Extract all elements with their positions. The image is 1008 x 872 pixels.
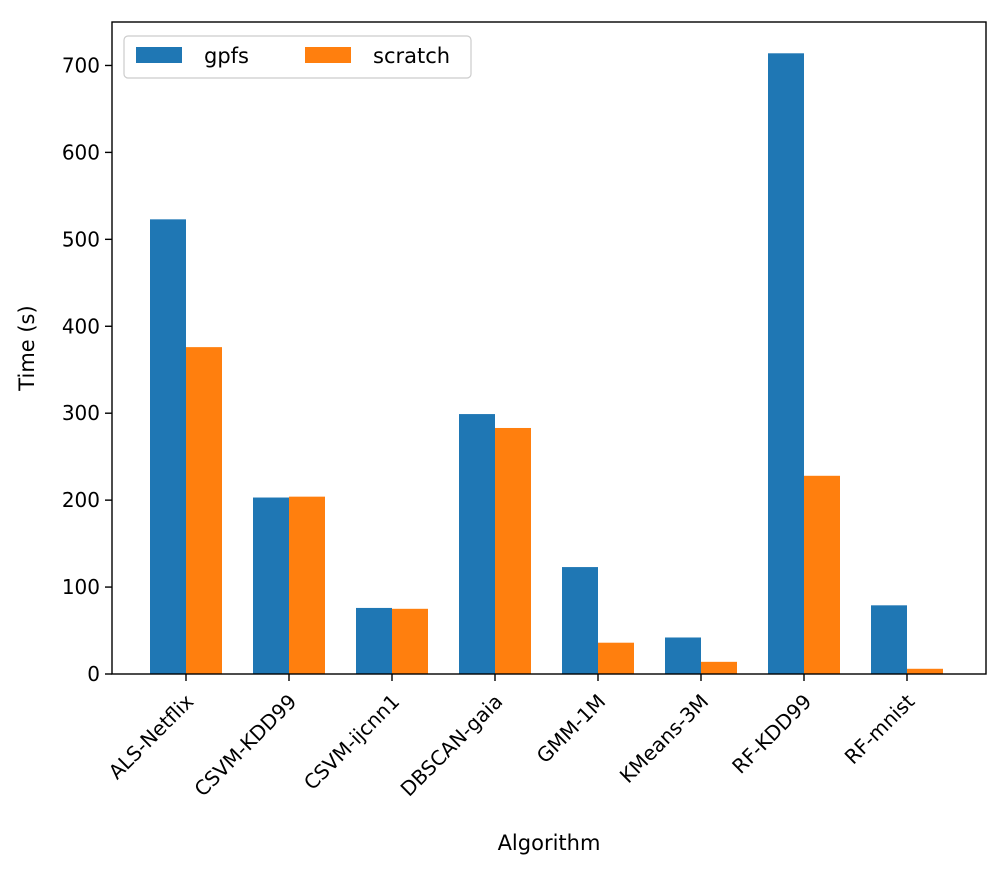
x-tick-label: ALS-Netflix	[104, 689, 199, 784]
bar-gpfs-RF-mnist	[871, 605, 907, 674]
bar-scratch-CSVM-KDD99	[289, 496, 325, 674]
bar-gpfs-CSVM-KDD99	[253, 497, 289, 674]
y-tick-label: 600	[62, 140, 100, 164]
bar-scratch-CSVM-ijcnn1	[392, 608, 428, 674]
bar-gpfs-KMeans-3M	[665, 637, 701, 674]
y-tick-label: 700	[62, 53, 100, 77]
bar-gpfs-ALS-Netflix	[150, 219, 186, 674]
bar-scratch-GMM-1M	[598, 642, 634, 674]
bar-scratch-RF-KDD99	[804, 475, 840, 674]
y-tick-label: 100	[62, 575, 100, 599]
x-tick-label: GMM-1M	[532, 689, 611, 768]
bars-group	[150, 53, 943, 674]
x-tick-label: RF-KDD99	[727, 689, 816, 778]
y-axis: 0 100 200 300 400 500 600 700	[62, 53, 112, 686]
legend: gpfs scratch	[123, 35, 472, 79]
y-axis-label: Time (s)	[15, 305, 39, 391]
legend-box	[123, 35, 472, 79]
bar-gpfs-CSVM-ijcnn1	[356, 607, 392, 674]
y-tick-label: 0	[87, 662, 100, 686]
legend-swatch-gpfs	[136, 47, 182, 63]
y-tick-label: 400	[62, 314, 100, 338]
bar-scratch-DBSCAN-gaia	[495, 427, 531, 674]
bar-gpfs-GMM-1M	[562, 567, 598, 674]
legend-label-gpfs: gpfs	[204, 44, 249, 68]
legend-swatch-scratch	[305, 47, 351, 63]
y-tick-label: 200	[62, 488, 100, 512]
y-tick-label: 300	[62, 401, 100, 425]
bar-scratch-ALS-Netflix	[186, 347, 222, 674]
x-tick-label: RF-mnist	[840, 689, 920, 769]
bar-scratch-KMeans-3M	[701, 661, 737, 674]
x-tick-label: CSVM-ijcnn1	[299, 689, 404, 794]
x-tick-label: DBSCAN-gaia	[396, 689, 508, 801]
y-tick-label: 500	[62, 227, 100, 251]
bar-gpfs-DBSCAN-gaia	[459, 414, 495, 674]
plot-frame	[111, 21, 987, 675]
legend-label-scratch: scratch	[373, 44, 450, 68]
bar-gpfs-RF-KDD99	[768, 53, 804, 674]
x-axis: ALS-NetflixCSVM-KDD99CSVM-ijcnn1DBSCAN-g…	[104, 674, 920, 801]
x-tick-label: CSVM-KDD99	[189, 689, 301, 801]
x-tick-label: KMeans-3M	[615, 689, 713, 787]
bar-scratch-RF-mnist	[907, 668, 943, 674]
x-axis-label: Algorithm	[498, 831, 601, 855]
